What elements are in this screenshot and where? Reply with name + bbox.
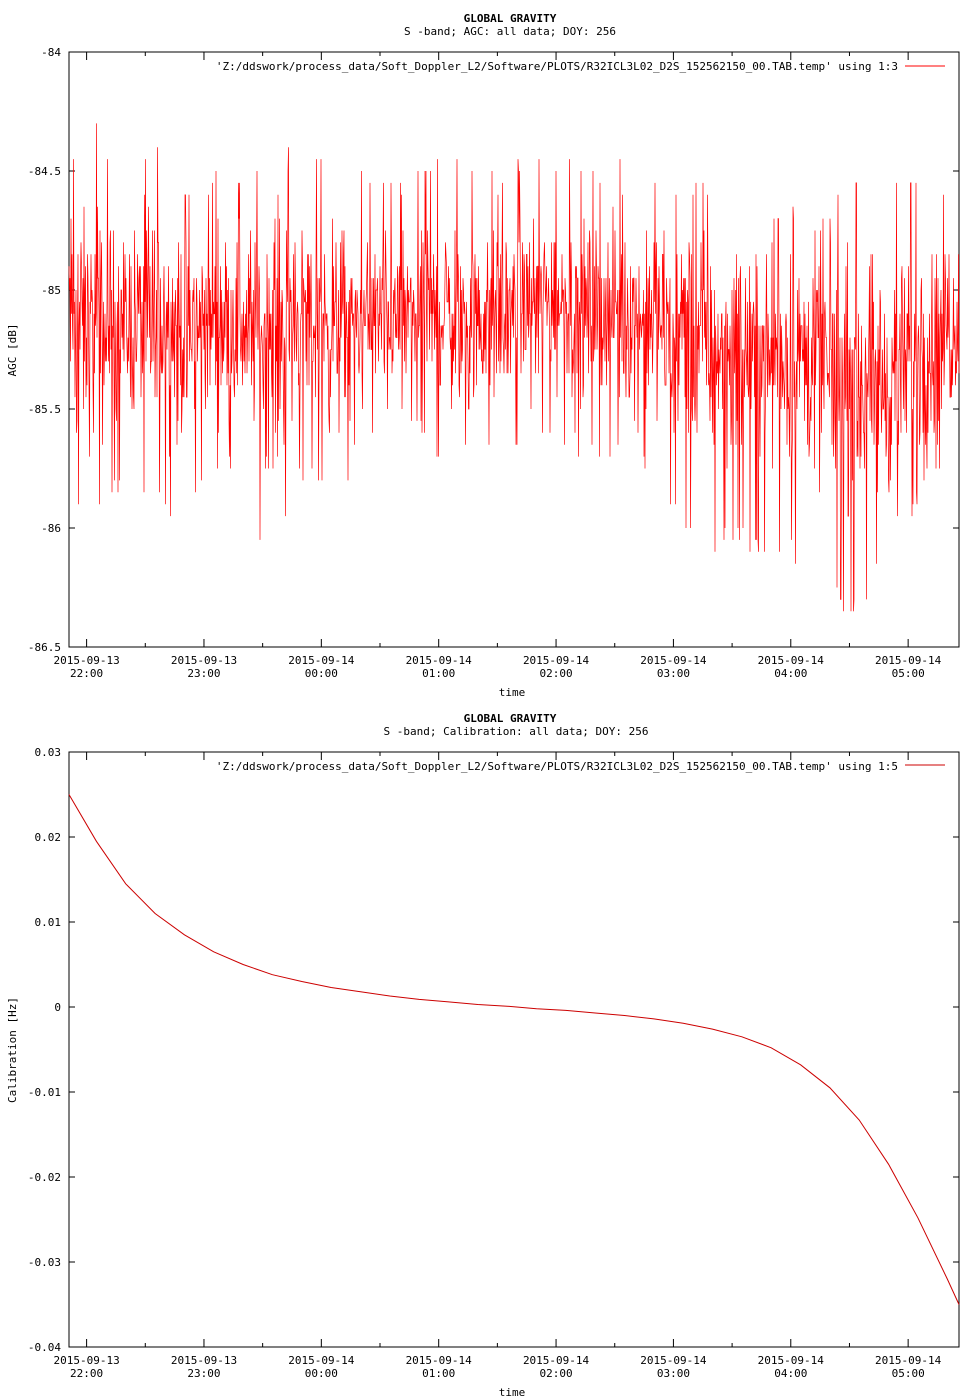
chart-title: GLOBAL GRAVITY [464, 12, 557, 25]
y-tick-label: -0.04 [28, 1341, 61, 1354]
x-ticks: 2015-09-1322:002015-09-1323:002015-09-14… [53, 752, 942, 1380]
x-tick-time-label: 02:00 [539, 1367, 572, 1380]
x-tick-date-label: 2015-09-13 [171, 1354, 237, 1367]
x-tick-date-label: 2015-09-14 [758, 654, 825, 667]
x-tick-date-label: 2015-09-13 [53, 1354, 119, 1367]
x-tick-time-label: 05:00 [892, 667, 925, 680]
x-tick-date-label: 2015-09-14 [406, 654, 473, 667]
y-ticks: -84 -84.5 -85 -85.5 -86 -86.5 [28, 46, 959, 654]
y-tick-label: -85.5 [28, 403, 61, 416]
series-group [68, 794, 960, 1305]
chart-subtitle: S -band; Calibration: all data; DOY: 256 [384, 725, 649, 738]
series-group [68, 123, 960, 612]
x-tick-time-label: 23:00 [187, 1367, 220, 1380]
plot-frame [68, 751, 960, 1348]
y-axis-label: Calibration [Hz] [6, 997, 19, 1103]
x-tick-time-label: 00:00 [305, 1367, 338, 1380]
y-tick-label: -84.5 [28, 165, 61, 178]
x-tick-time-label: 03:00 [657, 1367, 690, 1380]
plot-frame [68, 51, 960, 648]
x-ticks: 2015-09-1322:002015-09-1323:002015-09-14… [53, 52, 942, 680]
x-tick-date-label: 2015-09-14 [523, 654, 590, 667]
y-tick-label: 0.03 [35, 746, 62, 759]
y-tick-label: -84 [41, 46, 61, 59]
x-tick-date-label: 2015-09-13 [171, 654, 237, 667]
x-axis-label: time [499, 1386, 526, 1399]
x-axis-label: time [499, 686, 526, 699]
x-tick-date-label: 2015-09-14 [758, 1354, 825, 1367]
legend-label: 'Z:/ddswork/process_data/Soft_Doppler_L2… [216, 760, 898, 773]
y-tick-label: 0.01 [35, 916, 62, 929]
x-tick-time-label: 05:00 [892, 1367, 925, 1380]
y-tick-label: -0.02 [28, 1171, 61, 1184]
x-tick-time-label: 22:00 [70, 1367, 103, 1380]
chart-subtitle: S -band; AGC: all data; DOY: 256 [404, 25, 616, 38]
x-tick-time-label: 22:00 [70, 667, 103, 680]
y-tick-label: -0.01 [28, 1086, 61, 1099]
series-line [68, 123, 960, 612]
y-tick-label: 0 [54, 1001, 61, 1014]
legend-label: 'Z:/ddswork/process_data/Soft_Doppler_L2… [216, 60, 898, 73]
x-tick-time-label: 04:00 [774, 667, 807, 680]
y-axis-label: AGC [dB] [6, 324, 19, 377]
x-tick-date-label: 2015-09-14 [640, 1354, 707, 1367]
x-tick-date-label: 2015-09-14 [875, 654, 942, 667]
x-tick-time-label: 03:00 [657, 667, 690, 680]
chart-title: GLOBAL GRAVITY [464, 712, 557, 725]
x-tick-time-label: 00:00 [305, 667, 338, 680]
x-tick-date-label: 2015-09-13 [53, 654, 119, 667]
x-tick-date-label: 2015-09-14 [875, 1354, 942, 1367]
x-tick-time-label: 23:00 [187, 667, 220, 680]
y-tick-label: -86.5 [28, 641, 61, 654]
x-tick-time-label: 04:00 [774, 1367, 807, 1380]
chart-agc: GLOBAL GRAVITY S -band; AGC: all data; D… [6, 12, 960, 699]
x-tick-date-label: 2015-09-14 [288, 654, 355, 667]
y-tick-label: 0.02 [35, 831, 62, 844]
chart-calibration: GLOBAL GRAVITY S -band; Calibration: all… [6, 712, 960, 1399]
x-tick-date-label: 2015-09-14 [523, 1354, 590, 1367]
x-tick-date-label: 2015-09-14 [406, 1354, 473, 1367]
y-tick-label: -85 [41, 284, 61, 297]
y-tick-label: -0.03 [28, 1256, 61, 1269]
y-tick-label: -86 [41, 522, 61, 535]
x-tick-date-label: 2015-09-14 [288, 1354, 355, 1367]
y-ticks: 0.03 0.02 0.01 0 -0.01 -0.02 -0.03 -0.04 [28, 746, 959, 1354]
x-tick-date-label: 2015-09-14 [640, 654, 707, 667]
x-tick-time-label: 02:00 [539, 667, 572, 680]
series-line [68, 794, 960, 1305]
x-tick-time-label: 01:00 [422, 1367, 455, 1380]
x-tick-time-label: 01:00 [422, 667, 455, 680]
